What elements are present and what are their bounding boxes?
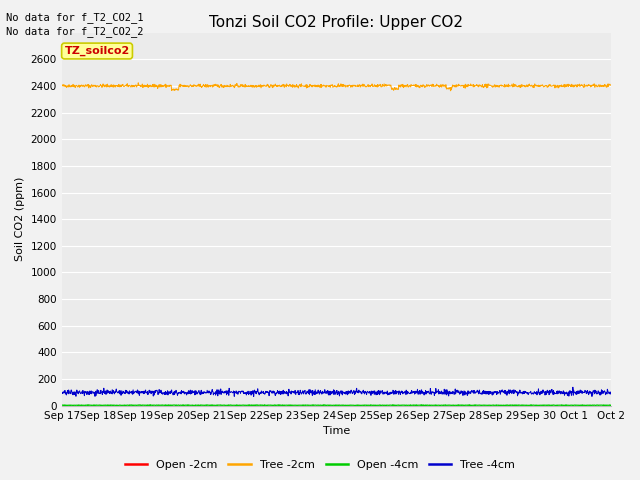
- Text: No data for f_T2_CO2_1: No data for f_T2_CO2_1: [6, 12, 144, 23]
- Legend: Open -2cm, Tree -2cm, Open -4cm, Tree -4cm: Open -2cm, Tree -2cm, Open -4cm, Tree -4…: [120, 456, 520, 474]
- Title: Tonzi Soil CO2 Profile: Upper CO2: Tonzi Soil CO2 Profile: Upper CO2: [209, 15, 463, 30]
- Y-axis label: Soil CO2 (ppm): Soil CO2 (ppm): [15, 177, 25, 261]
- Text: No data for f_T2_CO2_2: No data for f_T2_CO2_2: [6, 26, 144, 37]
- Text: TZ_soilco2: TZ_soilco2: [65, 46, 130, 56]
- X-axis label: Time: Time: [323, 426, 350, 436]
